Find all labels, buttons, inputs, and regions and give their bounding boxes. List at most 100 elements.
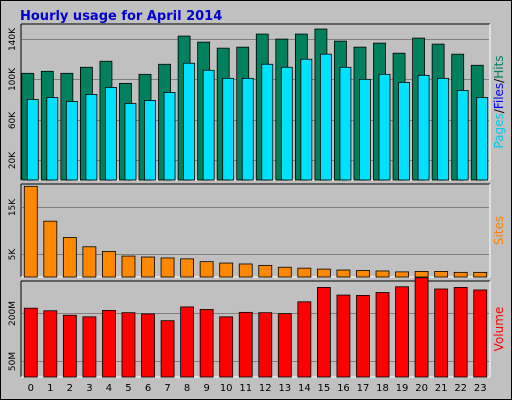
bar-pages	[319, 53, 332, 181]
x-tick-label: 15	[318, 383, 331, 394]
bar-volume	[395, 286, 409, 378]
bar-volume	[336, 294, 351, 378]
bar-volume	[180, 306, 195, 378]
bar-pages	[378, 73, 391, 181]
x-tick-label: 23	[474, 383, 487, 394]
bar-pages	[339, 66, 352, 181]
x-tick-label: 5	[125, 383, 131, 394]
plot-area	[21, 184, 490, 277]
y-tick-label: 60K	[8, 111, 18, 129]
bar-volume	[375, 292, 390, 378]
bar-sites	[453, 271, 468, 278]
bar-sites	[434, 271, 449, 278]
y-tick-label: 200M	[8, 301, 18, 326]
bar-volume	[414, 277, 429, 378]
x-tick-label: 13	[278, 383, 291, 394]
y-tick-label: 140K	[8, 27, 18, 51]
bar-volume	[141, 313, 155, 378]
x-axis-labels: 0 1 2 3 4 5 6 7 8 9 10 11 12 13 14 15 16 17 18 19 20 21 22 23	[28, 383, 487, 394]
bar-volume	[199, 309, 214, 378]
bar-volume	[238, 311, 253, 378]
x-tick-label: 17	[357, 383, 370, 394]
bar-pages	[85, 94, 98, 181]
bar-pages	[476, 97, 489, 181]
bar-volume	[434, 288, 449, 378]
y-tick-label: 50M	[8, 352, 18, 371]
bar-pages	[261, 63, 274, 181]
x-tick-label: 6	[145, 383, 151, 394]
x-tick-label: 3	[86, 383, 92, 394]
bar-sites	[316, 268, 331, 278]
bar-volume	[102, 310, 116, 378]
bar-pages	[183, 62, 196, 181]
bar-sites	[199, 261, 214, 278]
bar-volume	[82, 316, 97, 378]
bar-volume	[297, 301, 312, 378]
panel-top: 20K 60K 100K 140K Pages/Files/Hits	[8, 23, 506, 181]
bar-sites	[43, 220, 58, 278]
bar-pages	[398, 81, 410, 181]
x-tick-label: 19	[396, 383, 409, 394]
bar-pages	[65, 101, 78, 181]
x-tick-label: 1	[47, 383, 53, 394]
bar-volume	[219, 316, 234, 378]
bar-sites	[336, 269, 351, 278]
x-tick-label: 9	[203, 383, 209, 394]
bar-volume	[258, 312, 273, 378]
bar-sites	[180, 258, 195, 278]
bar-pages	[359, 78, 371, 181]
bar-sites	[160, 257, 175, 278]
bar-pages	[300, 58, 313, 181]
bar-sites	[258, 264, 273, 278]
bar-volume	[316, 286, 331, 378]
panel-middle: 5K 15K Sites	[8, 183, 506, 278]
bar-sites	[121, 255, 136, 278]
bar-pages	[280, 66, 293, 181]
y-axis-label: Pages/Files/Hits	[492, 55, 506, 148]
bar-pages	[144, 100, 156, 181]
bar-sites	[375, 270, 390, 278]
bar-volume	[160, 320, 175, 378]
x-tick-label: 2	[67, 383, 73, 394]
bar-sites	[277, 266, 292, 278]
bar-pages	[26, 99, 39, 181]
bar-pages	[202, 69, 215, 181]
bar-pages	[163, 92, 176, 181]
bar-pages	[46, 97, 59, 181]
bar-sites	[297, 267, 312, 278]
bar-volume	[356, 294, 370, 378]
panel-bottom: 50M 200M Volume	[8, 277, 506, 378]
x-tick-label: 14	[298, 383, 311, 394]
x-tick-label: 21	[435, 383, 448, 394]
x-tick-label: 4	[106, 383, 112, 394]
y-axis-label: Volume	[492, 307, 506, 352]
bar-sites	[473, 271, 488, 278]
x-tick-label: 16	[337, 383, 350, 394]
bar-sites	[141, 256, 155, 278]
bar-sites	[356, 270, 370, 278]
bar-sites	[238, 263, 253, 278]
bar-pages	[456, 90, 469, 181]
bar-pages	[437, 77, 450, 181]
bar-pages	[417, 74, 430, 181]
bar-pages	[124, 103, 137, 181]
x-tick-label: 10	[220, 383, 233, 394]
x-tick-label: 18	[376, 383, 389, 394]
plot-area	[21, 24, 490, 180]
chart-panels: 20K 60K 100K 140K Pages/Files/Hits 5K 15K Sites…	[8, 23, 506, 378]
bar-volume	[23, 307, 38, 378]
x-tick-label: 11	[239, 383, 252, 394]
y-tick-label: 20K	[8, 151, 18, 169]
bar-pages	[105, 87, 117, 181]
y-axis-label: Sites	[492, 216, 506, 245]
x-tick-label: 0	[28, 383, 34, 394]
x-tick-label: 20	[415, 383, 428, 394]
bar-volume	[473, 289, 488, 378]
y-tick-label: 100K	[8, 67, 18, 91]
bar-sites	[23, 185, 38, 278]
bar-sites	[62, 237, 77, 278]
x-tick-label: 12	[259, 383, 272, 394]
bar-sites	[102, 251, 116, 278]
chart-title: Hourly usage for April 2014	[20, 9, 222, 24]
